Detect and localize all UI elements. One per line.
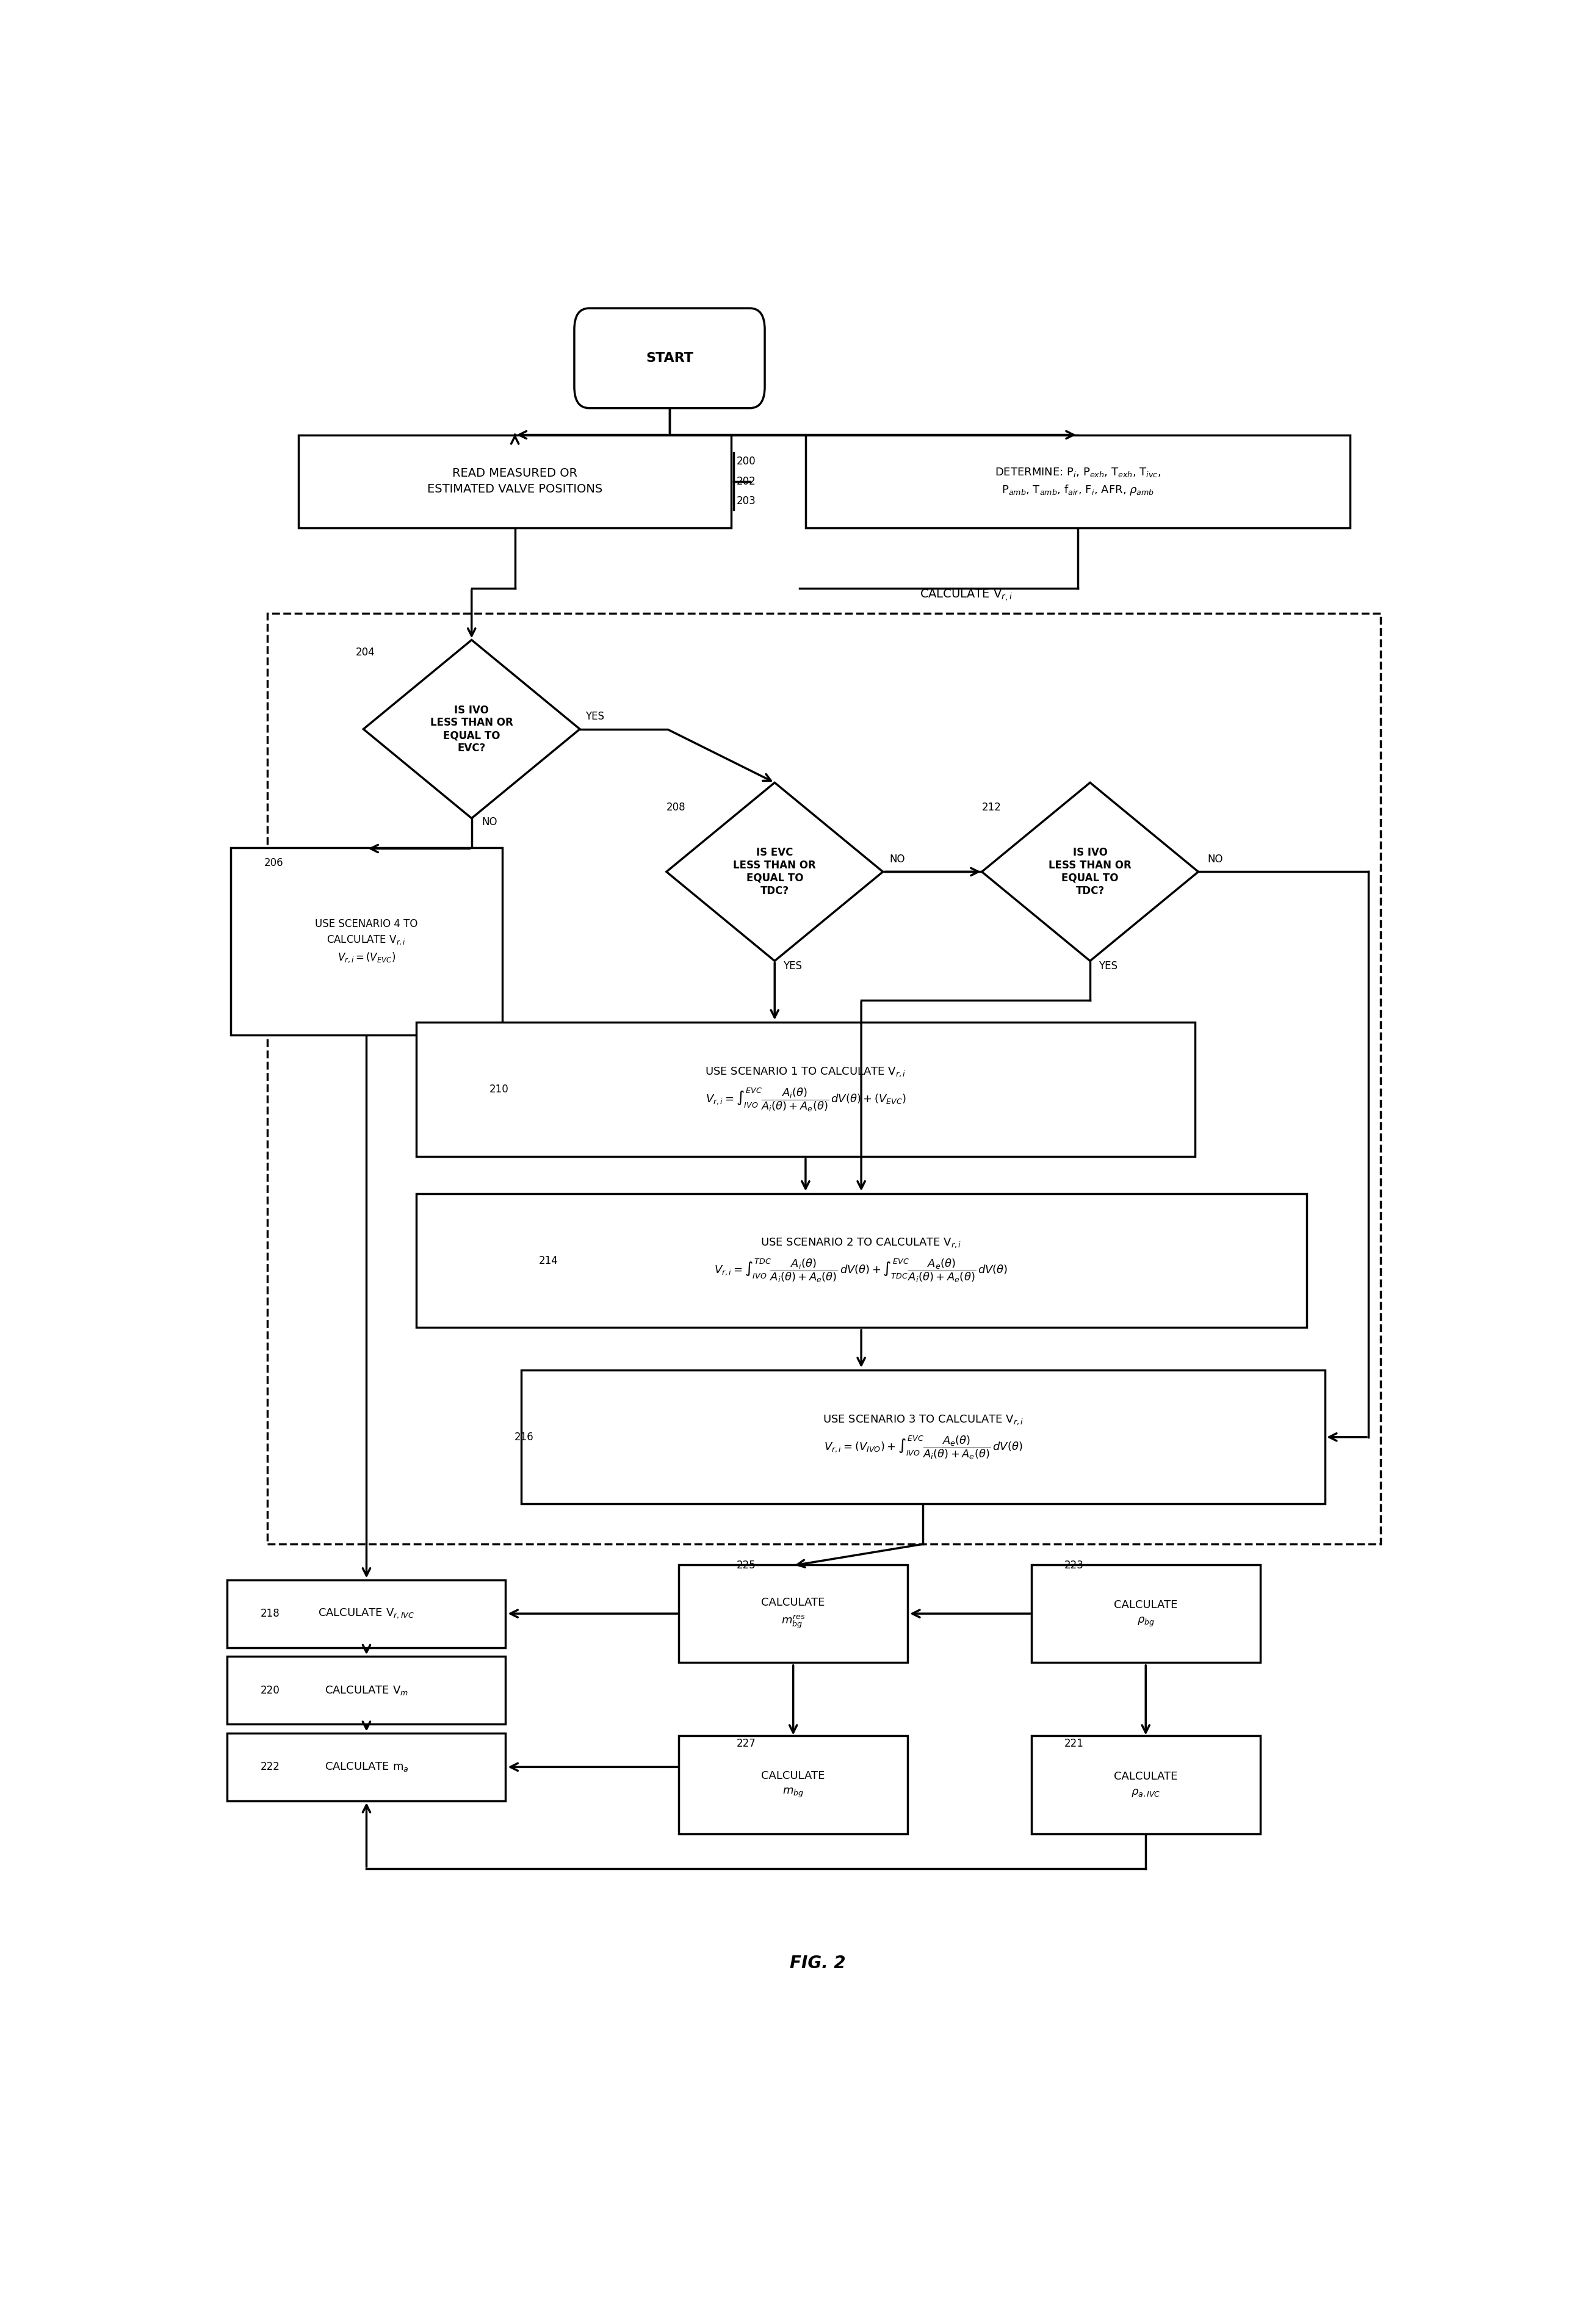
Text: 200: 200	[736, 456, 755, 468]
Text: CALCULATE V$_{r,IVC}$: CALCULATE V$_{r,IVC}$	[318, 1607, 415, 1619]
Bar	[268, 614, 1381, 1545]
Text: 221: 221	[1065, 1739, 1084, 1749]
Text: CALCULATE m$_a$: CALCULATE m$_a$	[324, 1760, 409, 1774]
Text: IS IVO
LESS THAN OR
EQUAL TO
TDC?: IS IVO LESS THAN OR EQUAL TO TDC?	[1049, 848, 1132, 896]
Text: CALCULATE
$\rho_{a,IVC}$: CALCULATE $\rho_{a,IVC}$	[1114, 1772, 1178, 1800]
Bar	[298, 435, 731, 528]
Polygon shape	[667, 783, 883, 961]
Text: DETERMINE: P$_i$, P$_{exh}$, T$_{exh}$, T$_{ivc}$,
P$_{amb}$, T$_{amb}$, f$_{air: DETERMINE: P$_i$, P$_{exh}$, T$_{exh}$, …	[994, 466, 1160, 496]
Text: 212: 212	[982, 801, 1001, 813]
Text: USE SCENARIO 2 TO CALCULATE V$_{r,i}$
$V_{r,i}=\int_{IVO}^{TDC}\dfrac{A_i(\theta: USE SCENARIO 2 TO CALCULATE V$_{r,i}$ $V…	[715, 1237, 1009, 1283]
Text: 227: 227	[737, 1739, 757, 1749]
Text: 225: 225	[737, 1561, 757, 1570]
Polygon shape	[982, 783, 1199, 961]
Text: 222: 222	[260, 1762, 279, 1772]
Text: CALCULATE
$\rho_{bg}$: CALCULATE $\rho_{bg}$	[1114, 1600, 1178, 1628]
Bar	[227, 1580, 506, 1647]
Bar	[417, 1021, 1195, 1156]
Text: IS EVC
LESS THAN OR
EQUAL TO
TDC?: IS EVC LESS THAN OR EQUAL TO TDC?	[733, 848, 816, 896]
Text: 203: 203	[736, 496, 755, 507]
Text: 206: 206	[265, 857, 284, 868]
Text: YES: YES	[586, 711, 605, 723]
Text: 202: 202	[736, 475, 755, 486]
Text: CALCULATE V$_{r,i}$: CALCULATE V$_{r,i}$	[919, 588, 1013, 602]
Text: USE SCENARIO 4 TO
CALCULATE V$_{r, i}$
$V_{r,i}=(V_{EVC})$: USE SCENARIO 4 TO CALCULATE V$_{r, i}$ $…	[314, 919, 418, 963]
Text: NO: NO	[1208, 855, 1223, 864]
Text: START: START	[646, 352, 693, 364]
Bar	[227, 1656, 506, 1723]
FancyBboxPatch shape	[575, 308, 764, 408]
Text: 220: 220	[260, 1684, 279, 1695]
Text: CALCULATE
$m_{bg}$: CALCULATE $m_{bg}$	[761, 1769, 825, 1800]
Text: 204: 204	[356, 646, 375, 658]
Text: YES: YES	[1098, 961, 1117, 973]
Text: 208: 208	[666, 801, 686, 813]
Bar	[806, 435, 1350, 528]
Bar	[230, 848, 503, 1035]
Bar	[1031, 1566, 1261, 1663]
Bar	[1031, 1735, 1261, 1834]
Text: IS IVO
LESS THAN OR
EQUAL TO
EVC?: IS IVO LESS THAN OR EQUAL TO EVC?	[431, 704, 512, 753]
Text: 214: 214	[539, 1255, 559, 1267]
Text: 218: 218	[260, 1607, 279, 1619]
Text: 210: 210	[490, 1084, 509, 1095]
Text: FIG. 2: FIG. 2	[790, 1955, 846, 1971]
Bar	[678, 1735, 908, 1834]
Text: NO: NO	[482, 815, 496, 827]
Bar	[678, 1566, 908, 1663]
Polygon shape	[364, 639, 579, 818]
Text: NO: NO	[889, 855, 905, 864]
Bar	[417, 1193, 1307, 1327]
Text: 216: 216	[514, 1431, 533, 1443]
Text: USE SCENARIO 3 TO CALCULATE V$_{r,i}$
$V_{r,i}=(V_{IVO})+\int_{IVO}^{EVC}\dfrac{: USE SCENARIO 3 TO CALCULATE V$_{r,i}$ $V…	[822, 1413, 1023, 1461]
Text: YES: YES	[784, 961, 803, 973]
Text: USE SCENARIO 1 TO CALCULATE V$_{r,i}$
$V_{r,i}=\int_{IVO}^{EVC}\dfrac{A_i(\theta: USE SCENARIO 1 TO CALCULATE V$_{r,i}$ $V…	[705, 1065, 907, 1114]
Text: 223: 223	[1065, 1561, 1084, 1570]
Text: CALCULATE V$_m$: CALCULATE V$_m$	[324, 1684, 409, 1695]
Text: READ MEASURED OR
ESTIMATED VALVE POSITIONS: READ MEASURED OR ESTIMATED VALVE POSITIO…	[428, 468, 603, 496]
Bar	[227, 1732, 506, 1802]
Text: CALCULATE
$m_{bg}^{res}$: CALCULATE $m_{bg}^{res}$	[761, 1598, 825, 1630]
Bar	[520, 1371, 1325, 1503]
